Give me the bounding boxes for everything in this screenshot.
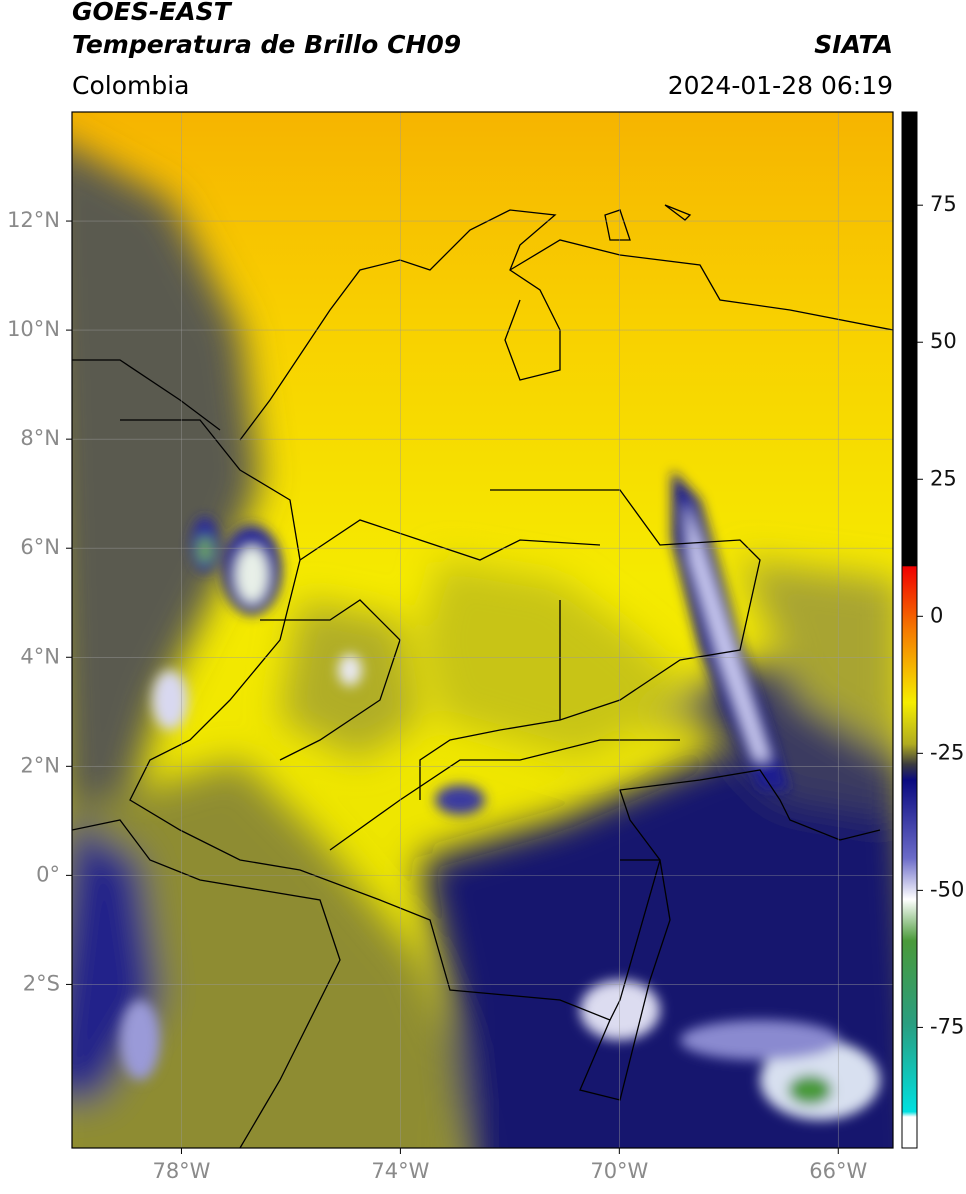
colorbar-tick-label: 75 [930,192,957,216]
x-tick-label: 66°W [809,1159,867,1183]
x-tick-label: 70°W [590,1159,648,1183]
region: Colombia [72,71,189,100]
x-tick-label: 78°W [152,1159,210,1183]
subtitle: Temperatura de Brillo CH09 [72,30,461,59]
y-tick-label: 6°N [20,535,60,559]
colorbar-tick-label: 25 [930,466,957,490]
y-tick-label: 2°S [23,971,60,995]
y-tick-label: 4°N [20,644,60,668]
y-tick-label: 0° [36,862,60,886]
satellite-image [72,112,893,1148]
colorbar [901,111,918,1149]
y-tick-label: 8°N [20,426,60,450]
x-tick-label: 74°W [371,1159,429,1183]
y-tick-label: 12°N [7,208,60,232]
y-tick-label: 2°N [20,753,60,777]
map-frame [71,111,894,1149]
source: SIATA [814,30,893,59]
datetime: 2024-01-28 06:19 [668,71,893,100]
title: GOES-EAST [72,0,233,26]
colorbar-tick-label: 0 [930,603,943,627]
colorbar-tick-label: 50 [930,329,957,353]
colorbar-tick-label: -75 [930,1014,964,1038]
borders [72,204,893,1148]
y-tick-label: 10°N [7,317,60,341]
colorbar-tick-label: -25 [930,740,964,764]
colorbar-tick-label: -50 [930,877,964,901]
